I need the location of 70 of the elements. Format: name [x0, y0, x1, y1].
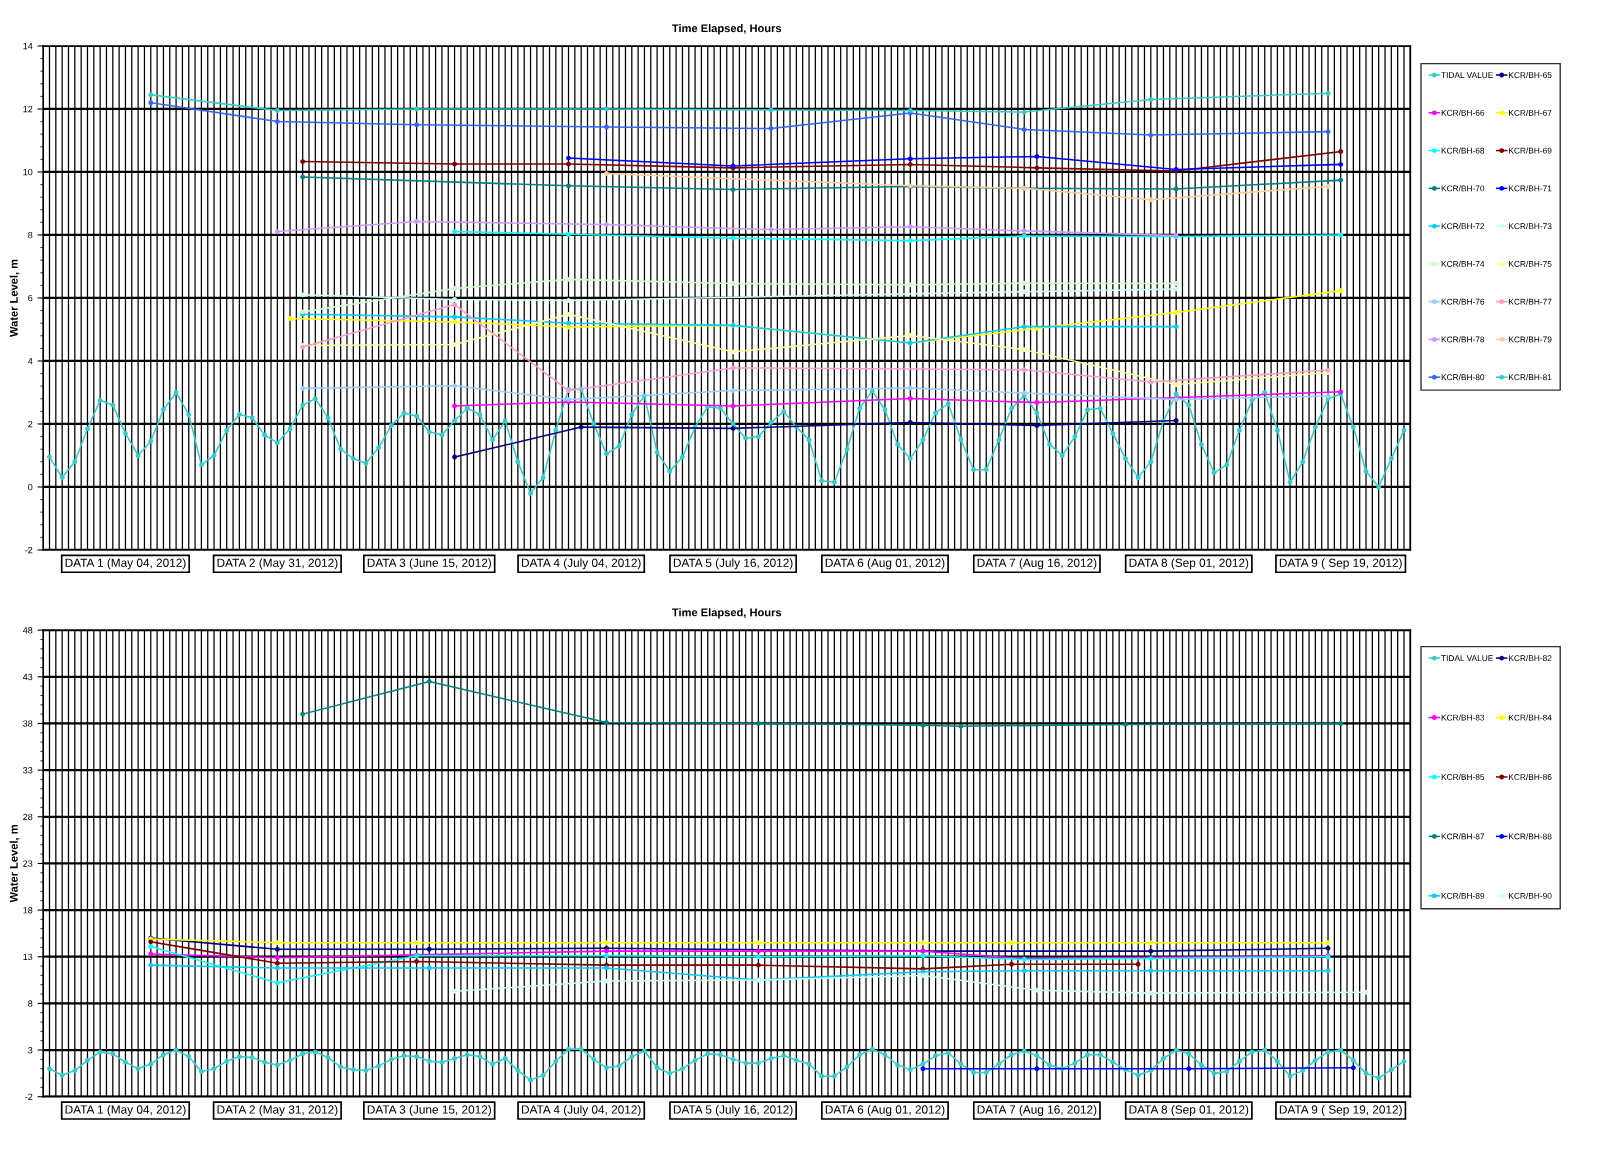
x-tick-label: DATA 9 ( Sep 19, 2012): [1279, 558, 1402, 570]
legend-label: KCR/BH-71: [1509, 185, 1552, 192]
x-tick-label: DATA 2 (May 31, 2012): [217, 1105, 338, 1117]
x-tick-label: DATA 8 (Sep 01, 2012): [1129, 1105, 1249, 1117]
legend-label: KCR/BH-74: [1441, 260, 1485, 267]
y-tick-label: 18: [23, 907, 33, 914]
x-tick-label: DATA 9 ( Sep 19, 2012): [1279, 1105, 1402, 1117]
legend-label: KCR/BH-88: [1509, 833, 1552, 840]
y-tick-label: 3: [28, 1047, 33, 1054]
y-tick-label: 38: [23, 720, 33, 727]
x-tick-label: DATA 5 (July 16, 2012): [673, 1105, 793, 1117]
legend-label: TIDAL VALUE: [1441, 72, 1493, 79]
x-tick-label: DATA 1 (May 04, 2012): [65, 558, 186, 570]
legend-label: KCR/BH-85: [1441, 773, 1485, 780]
x-tick-label: DATA 7 (Aug 16, 2012): [977, 1105, 1097, 1117]
y-tick-label: -2: [25, 546, 33, 554]
legend-label: KCR/BH-90: [1509, 892, 1552, 899]
legend-label: KCR/BH-83: [1441, 714, 1485, 721]
y-tick-label: 13: [23, 953, 33, 961]
legend-label: KCR/BH-89: [1441, 892, 1485, 899]
legend-label: KCR/BH-80: [1441, 374, 1485, 381]
y-tick-label: 4: [27, 358, 33, 365]
legend-label: KCR/BH-79: [1509, 336, 1552, 343]
x-tick-label: DATA 6 (Aug 01, 2012): [825, 558, 945, 570]
x-tick-label: DATA 1 (May 04, 2012): [65, 1105, 186, 1117]
y-tick-label: 6: [28, 294, 33, 302]
y-tick-label: 43: [22, 673, 33, 681]
legend-label: KCR/BH-81: [1509, 374, 1552, 381]
y-tick-label: 8: [28, 1000, 33, 1007]
legend-label: KCR/BH-75: [1509, 260, 1552, 267]
y-tick-label: 28: [23, 813, 33, 821]
legend-label: KCR/BH-66: [1441, 109, 1485, 116]
y-axis-title: Water Level, m: [9, 825, 20, 903]
y-tick-label: 23: [23, 860, 33, 867]
legend-label: KCR/BH-65: [1509, 71, 1552, 79]
x-tick-label: DATA 7 (Aug 16, 2012): [977, 558, 1097, 570]
y-tick-label: 33: [23, 767, 33, 774]
y-axis-title: Water Level, m: [9, 259, 20, 337]
x-tick-label: DATA 3 (June 15, 2012): [367, 1105, 491, 1117]
x-tick-label: DATA 8 (Sep 01, 2012): [1129, 558, 1249, 570]
chart-title: Time Elapsed, Hours: [672, 24, 782, 35]
chart-title: Time Elapsed, Hours: [672, 608, 782, 619]
legend-label: KCR/BH-69: [1509, 147, 1552, 154]
legend-label: KCR/BH-72: [1441, 222, 1485, 230]
legend-label: KCR/BH-84: [1509, 714, 1552, 721]
y-tick-label: 12: [23, 105, 33, 113]
legend-label: KCR/BH-76: [1441, 298, 1485, 305]
legend-label: KCR/BH-82: [1509, 654, 1552, 662]
legend-label: KCR/BH-73: [1509, 222, 1552, 230]
x-tick-label: DATA 3 (June 15, 2012): [367, 558, 491, 570]
y-tick-label: 8: [28, 231, 33, 239]
legend-label: TIDAL VALUE: [1441, 655, 1493, 662]
y-tick-label: 14: [23, 43, 33, 50]
y-tick-label: 2: [28, 420, 33, 428]
x-tick-label: DATA 4 (July 04, 2012): [521, 1105, 641, 1117]
x-tick-label: DATA 2 (May 31, 2012): [217, 558, 338, 570]
legend-label: KCR/BH-78: [1441, 336, 1485, 343]
x-tick-label: DATA 6 (Aug 01, 2012): [825, 1105, 945, 1117]
legend-label: KCR/BH-68: [1441, 147, 1485, 154]
x-tick-label: DATA 4 (July 04, 2012): [521, 558, 641, 570]
y-tick-label: 0: [28, 483, 33, 491]
legend-label: KCR/BH-87: [1441, 833, 1485, 840]
legend-label: KCR/BH-86: [1509, 773, 1552, 780]
x-tick-label: DATA 5 (July 16, 2012): [673, 558, 793, 570]
y-tick-label: 48: [22, 627, 33, 634]
legend-label: KCR/BH-77: [1509, 298, 1552, 305]
legend-label: KCR/BH-70: [1441, 185, 1485, 192]
y-tick-label: 10: [23, 168, 33, 176]
legend-label: KCR/BH-67: [1509, 109, 1552, 116]
y-tick-label: -2: [25, 1093, 33, 1100]
